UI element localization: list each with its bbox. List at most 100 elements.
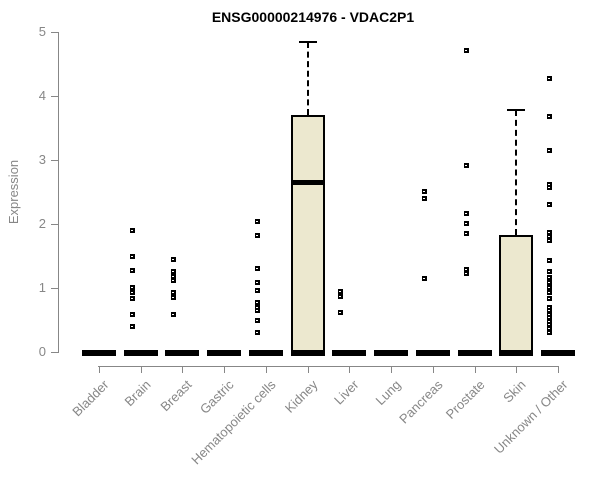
- outlier-point: [254, 218, 260, 224]
- y-tick: [51, 224, 58, 225]
- outlier-point: [129, 290, 135, 296]
- x-tick: [432, 366, 434, 373]
- outlier-point: [338, 289, 344, 295]
- outlier-point: [547, 147, 552, 153]
- y-tick-label: 3: [38, 152, 46, 167]
- chart-title: ENSG00000214976 - VDAC2P1: [211, 9, 415, 25]
- zero-bar: [165, 350, 200, 356]
- x-tick: [307, 366, 309, 373]
- zero-bar: [248, 350, 283, 356]
- outlier-point: [171, 257, 177, 263]
- median-line: [290, 180, 325, 186]
- outlier-point: [171, 269, 177, 275]
- zero-bar: [415, 350, 450, 356]
- outlier-point: [171, 273, 177, 279]
- outlier-point: [421, 195, 427, 201]
- outlier-point: [129, 228, 135, 234]
- outlier-point: [547, 275, 552, 281]
- outlier-point: [171, 312, 177, 318]
- outlier-point: [129, 254, 135, 259]
- outlier-point: [463, 163, 469, 169]
- y-tick: [51, 288, 58, 289]
- x-tick: [516, 366, 518, 373]
- zero-bar: [123, 350, 158, 356]
- outlier-point: [171, 294, 177, 300]
- whisker: [515, 110, 518, 235]
- x-tick: [349, 366, 351, 373]
- x-tick: [224, 366, 226, 373]
- outlier-point: [171, 289, 177, 295]
- x-tick: [474, 366, 476, 373]
- outlier-point: [547, 304, 552, 310]
- zero-bar: [82, 350, 116, 356]
- x-tick: [182, 366, 184, 373]
- outlier-point: [129, 268, 135, 274]
- outlier-point: [463, 266, 469, 272]
- outlier-point: [254, 329, 260, 335]
- outlier-point: [421, 188, 427, 194]
- y-axis-label: Expression: [6, 159, 21, 225]
- outlier-point: [547, 234, 552, 240]
- outlier-point: [171, 278, 177, 284]
- x-tick: [265, 366, 267, 373]
- outlier-point: [463, 47, 469, 53]
- outlier-point: [421, 276, 427, 282]
- y-tick-label: 4: [38, 88, 46, 103]
- outlier-point: [547, 326, 552, 332]
- zero-bar: [332, 350, 367, 356]
- y-tick: [51, 352, 58, 353]
- y-axis-line: [58, 32, 59, 353]
- outlier-point: [547, 295, 552, 301]
- outlier-point: [547, 285, 552, 291]
- outlier-point: [463, 221, 469, 227]
- outlier-point: [254, 287, 260, 293]
- outlier-point: [547, 76, 552, 82]
- y-tick-label: 5: [38, 24, 46, 39]
- y-tick: [51, 96, 58, 97]
- outlier-point: [254, 300, 260, 306]
- y-tick-label: 2: [38, 216, 46, 231]
- outlier-point: [547, 269, 552, 275]
- outlier-point: [547, 257, 552, 263]
- whisker-cap: [298, 40, 317, 43]
- y-tick-label: 0: [38, 344, 46, 359]
- outlier-point: [547, 280, 552, 286]
- outlier-point: [254, 265, 260, 271]
- outlier-point: [254, 232, 260, 238]
- x-axis-line: [98, 366, 559, 367]
- outlier-point: [547, 290, 552, 296]
- whisker: [306, 41, 309, 116]
- whisker-cap: [507, 109, 526, 112]
- zero-bar: [499, 350, 534, 356]
- y-tick: [51, 32, 58, 33]
- outlier-point: [463, 211, 469, 217]
- outlier-point: [547, 308, 552, 314]
- outlier-point: [547, 322, 552, 328]
- y-tick-label: 1: [38, 280, 46, 295]
- outlier-point: [254, 307, 260, 313]
- zero-bar: [457, 350, 492, 356]
- outlier-point: [547, 238, 552, 243]
- x-tick: [99, 366, 100, 373]
- outlier-point: [338, 294, 344, 300]
- outlier-point: [547, 312, 552, 318]
- outlier-point: [338, 310, 344, 316]
- outlier-point: [463, 230, 469, 236]
- box: [499, 234, 534, 352]
- outlier-point: [547, 315, 552, 321]
- x-tick: [391, 366, 393, 373]
- zero-bar: [541, 350, 575, 356]
- zero-bar: [207, 350, 242, 356]
- outlier-point: [254, 280, 260, 286]
- outlier-point: [254, 318, 260, 323]
- outlier-point: [129, 295, 135, 301]
- outlier-point: [547, 184, 552, 190]
- x-tick: [140, 366, 142, 373]
- zero-bar: [374, 350, 409, 356]
- outlier-point: [129, 324, 135, 330]
- outlier-point: [547, 330, 552, 336]
- zero-bar: [290, 350, 325, 356]
- outlier-point: [547, 229, 552, 235]
- outlier-point: [463, 271, 469, 277]
- outlier-point: [547, 201, 552, 207]
